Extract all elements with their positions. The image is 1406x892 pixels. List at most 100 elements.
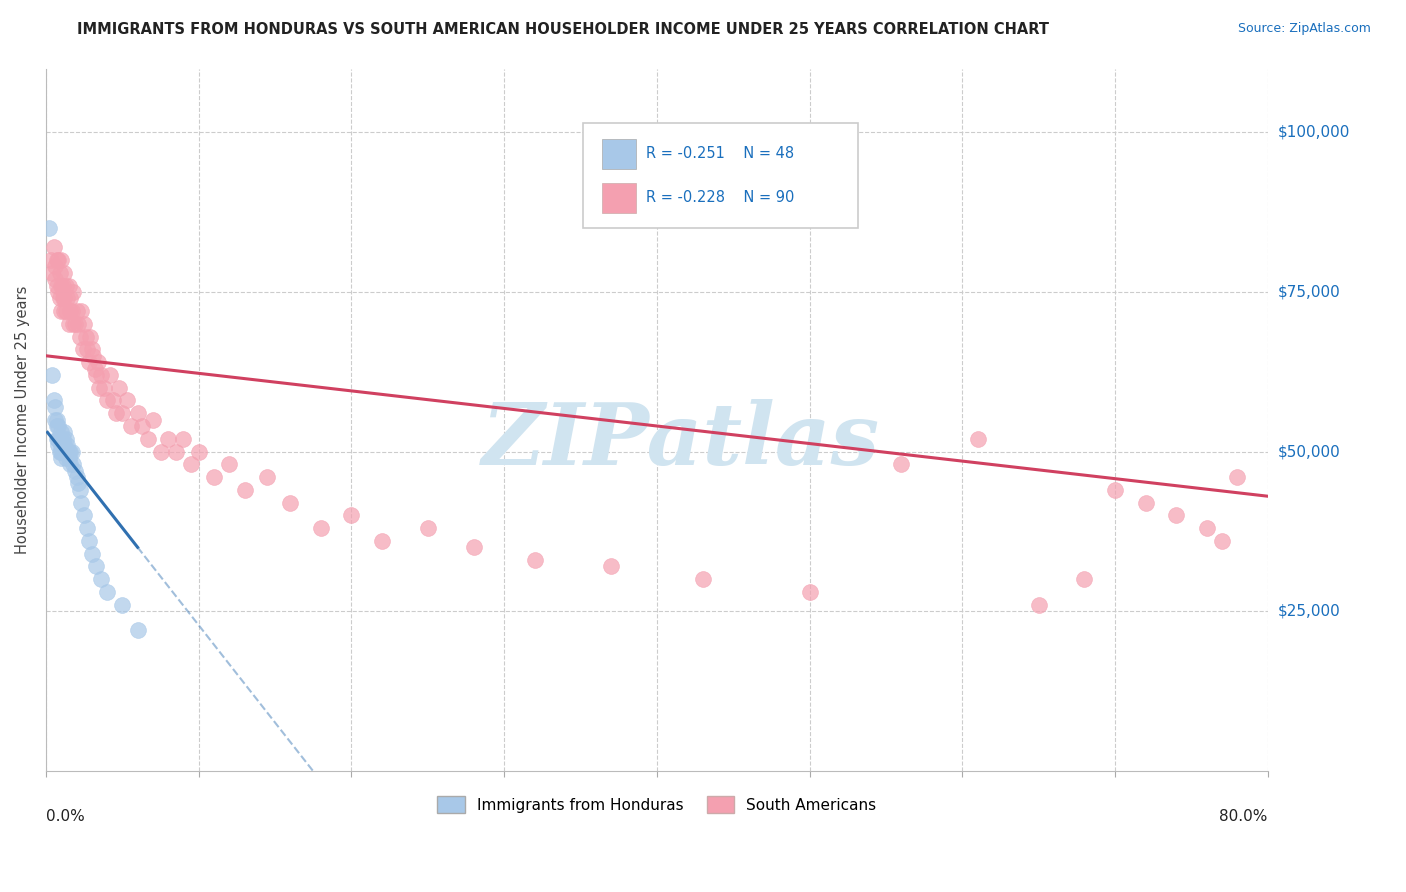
Point [52,438,75,452]
Point [51,425,73,440]
Point [44,260,66,274]
Point [45,412,67,426]
Point [48,291,70,305]
Point [53,291,76,305]
Point [45,432,67,446]
Point [42,393,65,408]
Point [44,272,66,286]
Point [65,470,87,484]
Point [70,495,93,509]
Point [80,343,103,357]
Point [75,329,97,343]
Point [46,438,69,452]
Point [51,278,73,293]
Text: 0.0%: 0.0% [46,809,84,824]
Point [600,559,623,574]
Point [371,533,394,548]
Point [46,285,69,299]
Point [55,278,77,293]
Point [86,559,108,574]
Point [127,406,149,420]
Text: $75,000: $75,000 [1278,285,1340,300]
Point [73,317,96,331]
Point [55,304,77,318]
Point [131,419,153,434]
Point [52,291,75,305]
Point [52,432,75,446]
Point [67,317,90,331]
Point [55,432,77,446]
Point [42,240,65,254]
Point [1226,470,1249,484]
Point [45,253,67,268]
Point [53,438,76,452]
Text: $100,000: $100,000 [1278,125,1350,140]
Text: 80.0%: 80.0% [1219,809,1268,824]
Point [53,425,76,440]
Point [309,521,332,535]
Point [53,266,76,280]
Point [69,329,91,343]
Point [39,253,62,268]
Point [80,547,103,561]
Point [62,285,84,299]
Point [56,291,79,305]
Point [70,304,93,318]
Point [340,508,363,523]
Legend: Immigrants from Honduras, South Americans: Immigrants from Honduras, South American… [432,790,883,819]
Point [46,253,69,268]
Point [41,368,63,382]
Point [108,381,131,395]
Point [56,438,79,452]
Point [41,266,63,280]
Point [69,483,91,497]
Point [59,304,82,318]
Point [105,406,128,420]
Point [165,444,187,458]
Text: R = -0.251    N = 48: R = -0.251 N = 48 [647,146,794,161]
Point [46,419,69,434]
Point [58,278,80,293]
Text: $50,000: $50,000 [1278,444,1340,459]
Point [60,444,83,458]
Text: ZIPatlas: ZIPatlas [482,399,880,483]
Point [799,585,821,599]
Point [1164,508,1187,523]
Point [55,450,77,465]
Point [58,317,80,331]
Point [1028,598,1050,612]
Point [93,381,115,395]
Point [115,393,138,408]
Point [966,432,988,446]
Point [53,444,76,458]
Point [101,393,124,408]
Point [59,444,82,458]
Point [44,412,66,426]
Point [89,381,111,395]
Point [82,349,104,363]
Point [51,444,73,458]
Point [38,221,60,235]
Point [416,521,439,535]
Point [58,450,80,465]
Y-axis label: Householder Income Under 25 years: Householder Income Under 25 years [15,285,30,554]
Point [52,278,75,293]
Point [59,458,82,472]
Text: R = -0.228    N = 90: R = -0.228 N = 90 [647,191,794,205]
Point [67,476,90,491]
Point [48,444,70,458]
Point [157,432,180,446]
Point [523,553,546,567]
Point [187,444,209,458]
Point [1195,521,1218,535]
Point [77,533,100,548]
Point [86,368,108,382]
Point [202,470,225,484]
Point [51,253,73,268]
Point [87,355,110,369]
Point [111,406,134,420]
Point [121,419,143,434]
Point [90,368,112,382]
Point [51,304,73,318]
Point [180,458,202,472]
